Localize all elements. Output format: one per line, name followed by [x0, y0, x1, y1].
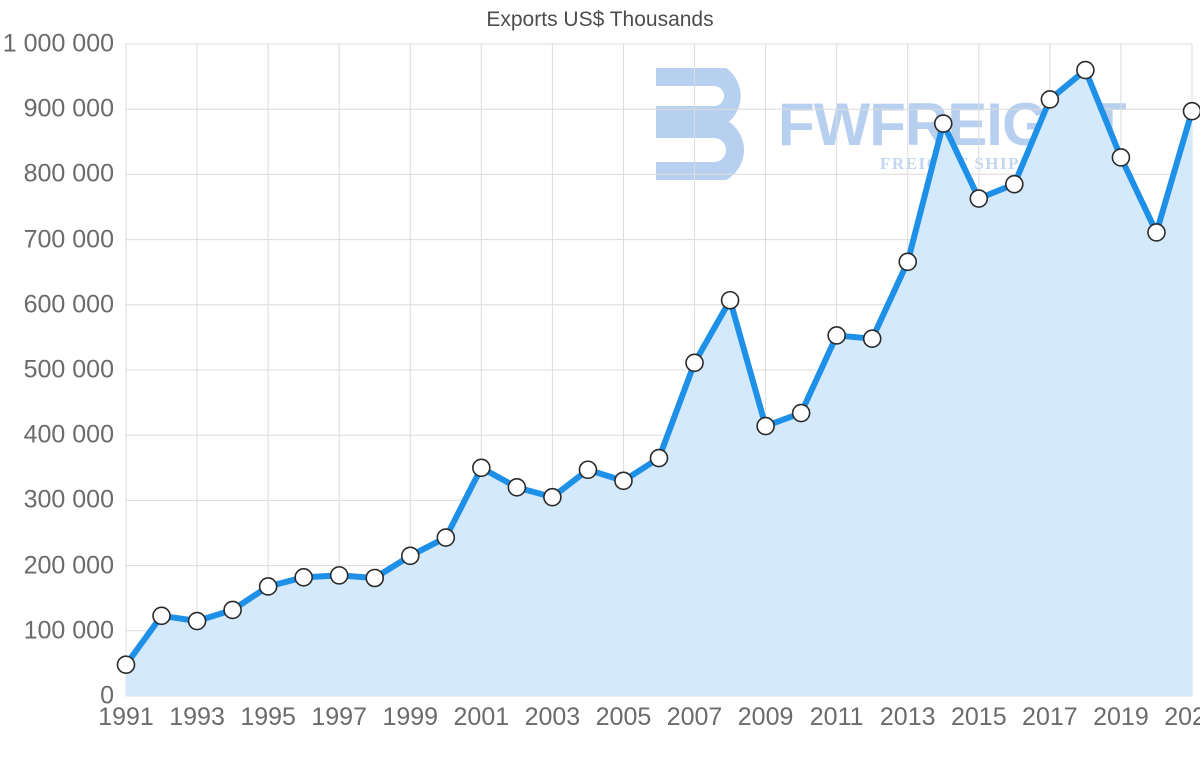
chart-title: Exports US$ Thousands [486, 8, 714, 31]
data-point-marker[interactable]: 2010: 434000 [791, 403, 811, 423]
x-axis-tick-label: 2003 [524, 703, 581, 731]
y-axis-tick-label: 200 000 [23, 551, 114, 580]
y-axis-tick-label: 800 000 [23, 159, 114, 188]
x-axis-tick-label: 2005 [595, 703, 652, 731]
data-point-marker[interactable]: 2001: 350000 [472, 458, 491, 478]
y-axis-tick-label: 100 000 [23, 616, 114, 645]
x-axis-tick-label: 2015 [950, 703, 1007, 731]
y-axis-tick-label: 700 000 [23, 225, 114, 254]
y-axis-tick-label: 900 000 [23, 94, 114, 123]
data-point-marker[interactable]: 2006: 365000 [649, 448, 669, 468]
data-point-markers: 1991: 48000 1992: 123000 1993: 115000 1994:… [116, 60, 1200, 675]
x-axis-tick-label: 1991 [98, 703, 154, 731]
x-axis-tick-label: 2013 [879, 703, 936, 731]
data-point-marker[interactable]: 1995: 168000 [258, 577, 278, 596]
x-axis-tick-label: 2011 [809, 703, 864, 731]
data-point-marker[interactable]: 2013: 666000 [898, 252, 918, 272]
data-point-marker[interactable]: 2016: 785000 [1005, 174, 1024, 194]
area-fill [126, 70, 1192, 696]
x-axis-tick-label: 2007 [666, 703, 723, 731]
data-point-marker[interactable]: 1993: 115000 [187, 611, 207, 631]
x-axis-tick-label: 2001 [453, 703, 510, 731]
data-point-marker[interactable]: 2011: 553000 [827, 326, 846, 345]
data-point-marker[interactable]: 1994: 132000 [223, 600, 242, 620]
x-axis-tick-label: 2009 [737, 703, 794, 731]
data-point-marker[interactable]: 2017: 915000 [1040, 90, 1060, 109]
data-point-marker[interactable]: 2015: 763000 [969, 189, 989, 208]
data-point-marker[interactable]: 2002: 320000 [507, 478, 527, 497]
data-point-marker[interactable]: 2012: 548000 [862, 329, 882, 349]
data-point-marker[interactable]: 2007: 511000 [685, 353, 704, 373]
data-point-marker[interactable]: 2005: 330000 [614, 471, 633, 491]
data-point-marker[interactable]: 2014: 878000 [933, 114, 953, 133]
x-axis-tick-label: 1993 [169, 703, 225, 731]
data-point-marker[interactable]: 1998: 181000 [365, 568, 385, 588]
x-axis-tick-label: 1995 [240, 703, 296, 731]
data-point-marker[interactable]: 1999: 215000 [400, 546, 420, 566]
y-axis-tick-label: 600 000 [23, 290, 114, 319]
y-axis-tick-label: 1 000 000 [2, 29, 114, 58]
data-point-marker[interactable]: 2018: 960000 [1076, 60, 1095, 80]
data-point-marker[interactable]: 1997: 185000 [329, 566, 349, 585]
y-axis-tick-label: 400 000 [23, 420, 114, 449]
x-axis-tick-label: 2021 [1164, 703, 1200, 731]
data-point-marker[interactable]: 2003: 305000 [543, 487, 562, 507]
data-point-marker[interactable]: 2019: 826000 [1111, 148, 1131, 167]
data-point-marker[interactable]: 1992: 123000 [152, 606, 171, 626]
x-axis-tick-label: 2019 [1093, 703, 1149, 731]
data-point-marker[interactable]: 2009: 414000 [756, 416, 775, 436]
x-axis-tick-label: 2017 [1022, 703, 1078, 731]
y-axis-tick-label: 0 [100, 681, 114, 710]
y-axis-tick-label: 300 000 [23, 485, 114, 514]
data-point-marker[interactable]: 2004: 347000 [578, 460, 598, 480]
x-axis-tick-label: 1997 [311, 703, 367, 731]
data-point-marker[interactable]: 2021: 897000 [1182, 101, 1200, 121]
data-point-marker[interactable]: 1991: 48000 [116, 655, 136, 675]
data-point-marker[interactable]: 2008: 607000 [720, 290, 740, 310]
data-point-marker[interactable]: 2020: 711000 [1147, 223, 1166, 242]
y-axis-tick-label: 500 000 [23, 355, 114, 384]
data-point-marker[interactable]: 1996: 182000 [294, 568, 313, 587]
x-axis-tick-label: 1999 [382, 703, 439, 731]
